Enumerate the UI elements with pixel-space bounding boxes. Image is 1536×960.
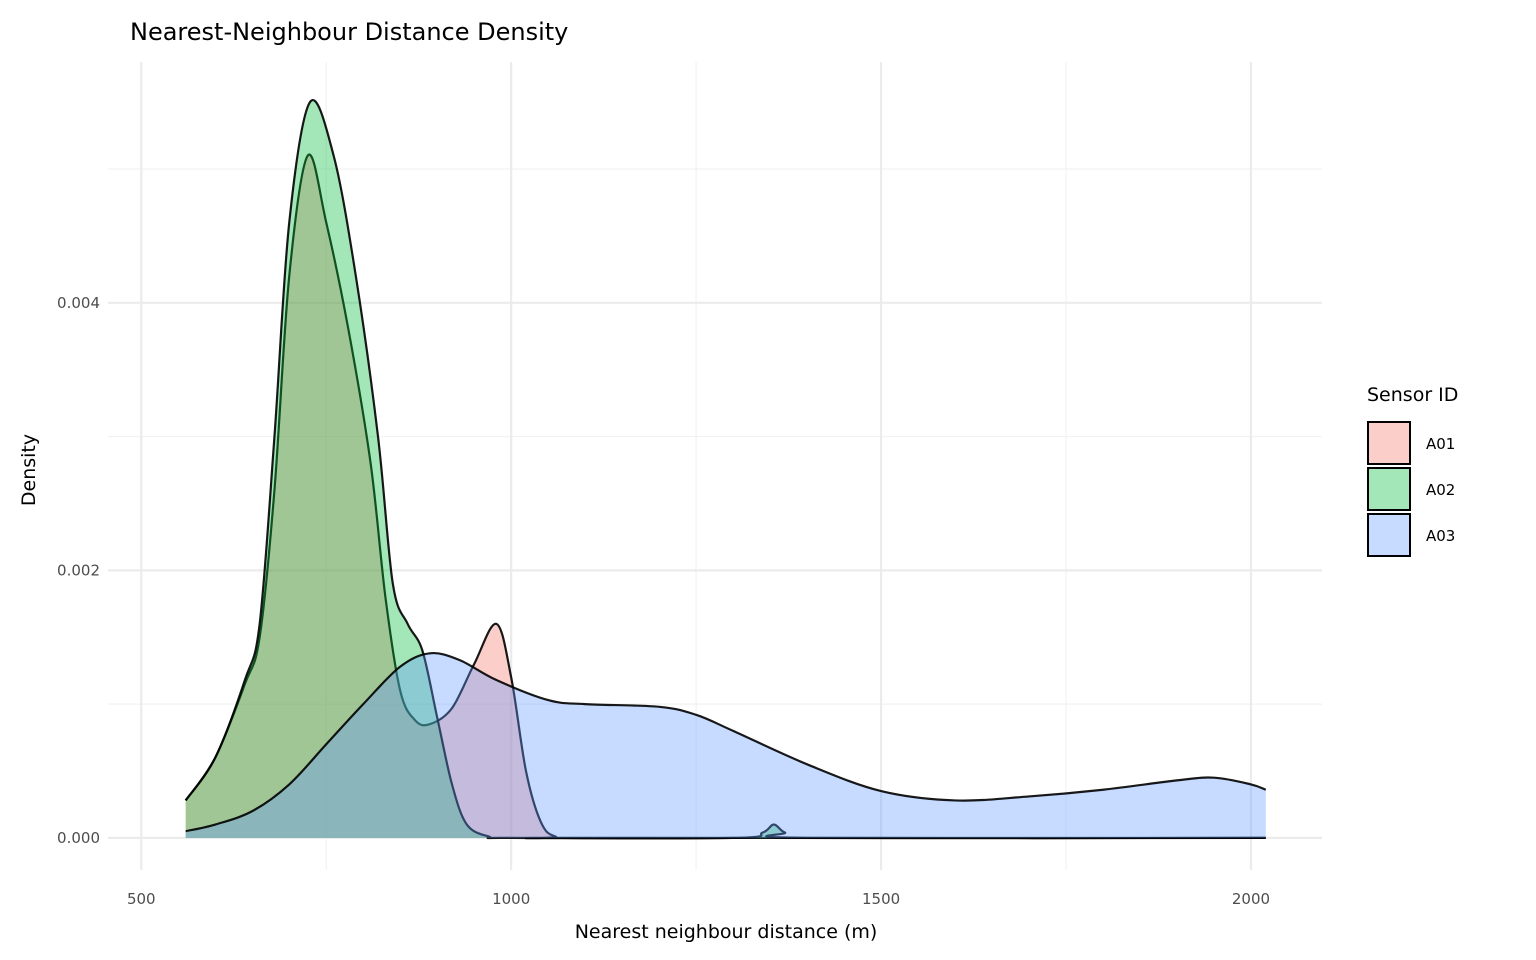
x-tick-label: 500 bbox=[127, 890, 156, 908]
y-tick-label: 0.004 bbox=[57, 294, 100, 312]
density-areas bbox=[184, 98, 1267, 840]
legend-key-bg bbox=[1368, 514, 1410, 556]
y-axis-ticks: 0.000 0.002 0.004 bbox=[57, 294, 100, 847]
density-area-a01 bbox=[185, 154, 1266, 839]
legend-key-a01 bbox=[1367, 421, 1411, 465]
legend-label: A03 bbox=[1426, 527, 1455, 545]
x-tick-label: 1500 bbox=[862, 890, 900, 908]
density-line-a03 bbox=[185, 651, 1267, 833]
x-axis-title: Nearest neighbour distance (m) bbox=[575, 921, 878, 943]
legend-title: Sensor ID bbox=[1367, 384, 1458, 406]
density-line-a01 bbox=[184, 153, 1266, 840]
y-tick-label: 0.000 bbox=[57, 829, 100, 847]
density-area-a03 bbox=[185, 653, 1266, 838]
legend: Sensor ID A01 A02 A03 bbox=[1367, 384, 1458, 557]
x-tick-label: 1000 bbox=[492, 890, 530, 908]
y-axis-title: Density bbox=[18, 434, 40, 506]
legend-key-a03 bbox=[1367, 513, 1411, 557]
y-tick-label: 0.002 bbox=[57, 561, 100, 579]
legend-key-a02 bbox=[1367, 467, 1411, 511]
legend-key-bg bbox=[1368, 422, 1410, 464]
grid bbox=[108, 62, 1322, 870]
legend-key-bg bbox=[1368, 468, 1410, 510]
density-line-a02 bbox=[184, 98, 1266, 840]
chart-title: Nearest-Neighbour Distance Density bbox=[130, 18, 568, 46]
legend-label: A01 bbox=[1426, 435, 1455, 453]
density-area-a02 bbox=[185, 100, 1266, 839]
x-tick-label: 2000 bbox=[1232, 890, 1270, 908]
x-axis-ticks: 500 1000 1500 2000 bbox=[127, 890, 1270, 908]
legend-label: A02 bbox=[1426, 481, 1455, 499]
